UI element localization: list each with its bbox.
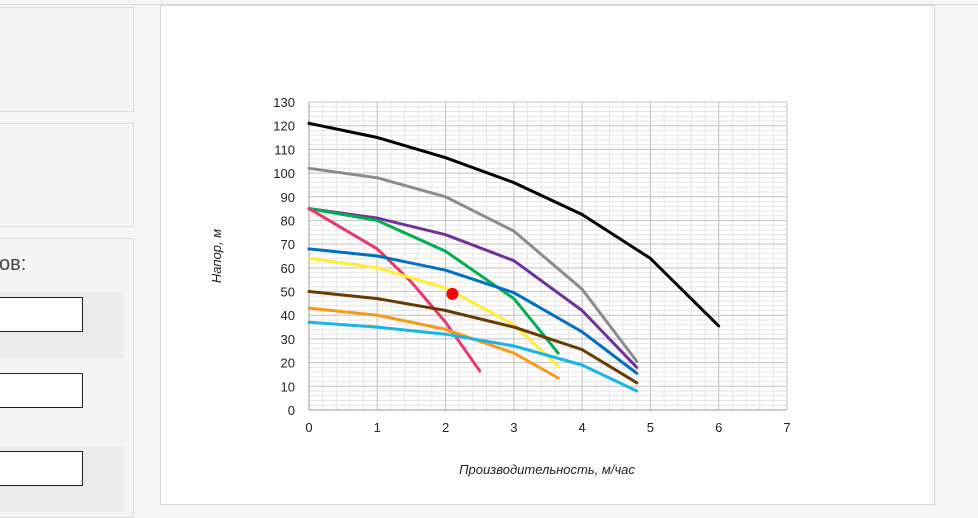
y-tick-label: 50 <box>281 285 295 300</box>
y-tick-label: 90 <box>281 190 295 205</box>
x-tick-label: 7 <box>783 420 790 435</box>
grid <box>308 101 788 411</box>
y-tick-label: 20 <box>281 356 295 371</box>
x-tick-label: 2 <box>442 420 449 435</box>
series-line <box>307 121 721 328</box>
operating-point-layer <box>446 287 459 300</box>
y-tick-label: 80 <box>281 213 295 228</box>
top-divider <box>0 4 978 5</box>
y-axis-title: Напор, м <box>209 229 224 283</box>
x-tick-label: 3 <box>510 420 517 435</box>
x-tick-label: 6 <box>715 420 722 435</box>
y-tick-label: 40 <box>281 308 295 323</box>
form-row <box>0 358 123 424</box>
form-input-3[interactable] <box>0 451 83 486</box>
series-line <box>307 207 639 369</box>
y-tick-label: 70 <box>281 237 295 252</box>
series-line <box>307 166 639 363</box>
x-axis-title: Производительность, м/час <box>459 462 635 477</box>
series-line <box>307 207 482 373</box>
series-line <box>307 207 560 355</box>
y-tick-label: 120 <box>273 119 295 134</box>
x-tick-label: 5 <box>647 420 654 435</box>
y-tick-label: 100 <box>273 166 295 181</box>
form-input-2[interactable] <box>0 373 83 408</box>
x-tick-label: 1 <box>374 420 381 435</box>
y-tick-label: 60 <box>281 261 295 276</box>
y-tick-label: 130 <box>273 95 295 110</box>
form-input-1[interactable] <box>0 297 83 332</box>
side-panel-form: ов: <box>0 238 134 518</box>
side-panel-top <box>0 7 134 112</box>
y-tick-label: 10 <box>281 379 295 394</box>
series-line <box>307 256 560 368</box>
x-tick-label: 0 <box>305 420 312 435</box>
series-line <box>307 320 639 393</box>
pump-curve-chart-card: 0 1 2 3 4 5 6 7 0 10 20 30 40 50 60 70 80 90 100 110 120 130 … <box>160 5 935 505</box>
y-tick-label: 30 <box>281 332 295 347</box>
series-line <box>307 247 639 375</box>
series-line <box>307 306 560 380</box>
pump-curve-chart: 0 1 2 3 4 5 6 70102030405060708090100110120130 … <box>209 95 791 477</box>
y-tick-label: 0 <box>288 403 295 418</box>
series-lines <box>307 121 721 393</box>
form-row <box>0 292 123 358</box>
side-panel-middle <box>0 123 134 227</box>
x-tick-label: 4 <box>579 420 586 435</box>
operating-point-marker <box>446 287 459 300</box>
y-tick-label: 110 <box>274 142 295 157</box>
series-line <box>307 290 639 385</box>
form-row <box>0 446 123 512</box>
form-heading: ов: <box>0 253 27 275</box>
